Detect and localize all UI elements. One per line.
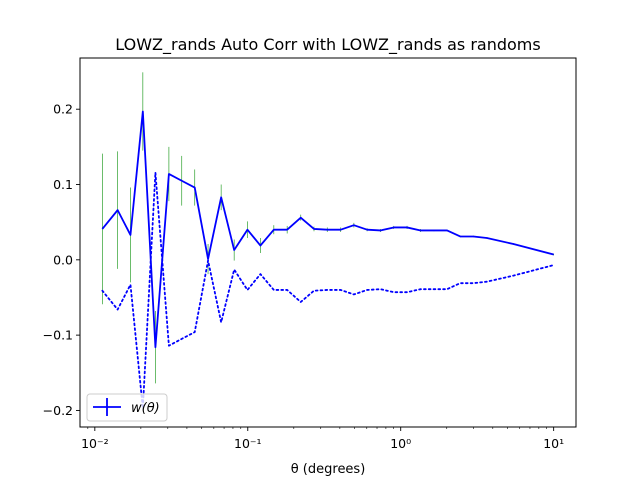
legend-label: w(θ) bbox=[131, 401, 160, 416]
y-tick-label: −0.1 bbox=[43, 328, 73, 343]
x-tick-label: 10⁰ bbox=[390, 436, 411, 451]
x-axis-label: θ (degrees) bbox=[291, 462, 366, 477]
x-tick-label: 10⁻² bbox=[81, 436, 109, 451]
x-tick-label: 10¹ bbox=[543, 436, 564, 451]
plot-area bbox=[101, 72, 555, 410]
w-theta-series-line bbox=[101, 110, 554, 349]
axes: 10⁻² 10⁻¹ 10⁰ 10¹ −0.2 −0.1 0.0 0.1 0.2 bbox=[43, 102, 564, 451]
x-tick-label: 10⁻¹ bbox=[234, 436, 262, 451]
plot-frame bbox=[79, 57, 577, 428]
y-tick-label: 0.1 bbox=[53, 177, 73, 192]
legend: w(θ) bbox=[86, 393, 168, 422]
y-tick-label: 0.2 bbox=[53, 102, 73, 117]
dotted-series-line bbox=[101, 171, 555, 410]
y-tick-label: −0.2 bbox=[43, 403, 73, 418]
y-tick-label: 0.0 bbox=[53, 252, 73, 267]
chart-title: LOWZ_rands Auto Corr with LOWZ_rands as … bbox=[115, 35, 540, 55]
